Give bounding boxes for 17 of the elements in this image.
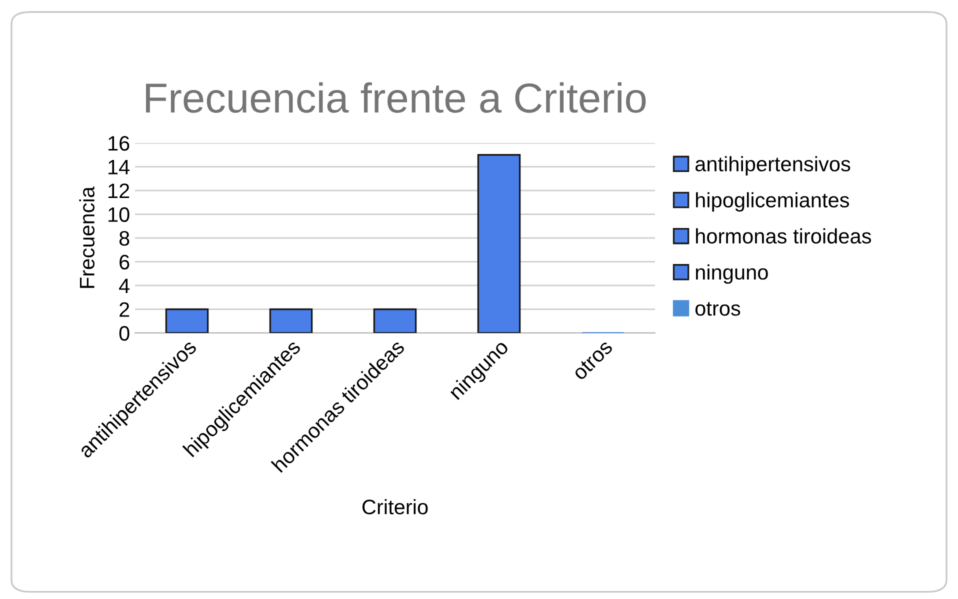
legend-label: antihipertensivos (695, 156, 850, 176)
y-tick-label: 2 (120, 302, 130, 317)
x-axis-title: Criterio (362, 499, 428, 514)
y-tick-label: 8 (119, 231, 130, 246)
y-tick-label: 14 (108, 160, 130, 174)
legend-label: ninguno (696, 264, 768, 284)
y-tick-label: 6 (120, 254, 130, 270)
y-axis-title: Frecuencia (79, 186, 95, 288)
legend-label: otros (695, 302, 740, 316)
legend-label: hormonas tiroideas (696, 228, 872, 244)
y-tick-label: 12 (108, 184, 130, 198)
y-tick-label: 10 (108, 207, 130, 222)
y-tick-label: 16 (108, 136, 130, 151)
y-tick-label: 4 (119, 278, 130, 294)
legend-label: hipoglicemiantes (696, 192, 850, 212)
y-tick-label: 0 (119, 326, 130, 341)
chart-title: Frecuencia frente a Criterio (146, 82, 646, 113)
